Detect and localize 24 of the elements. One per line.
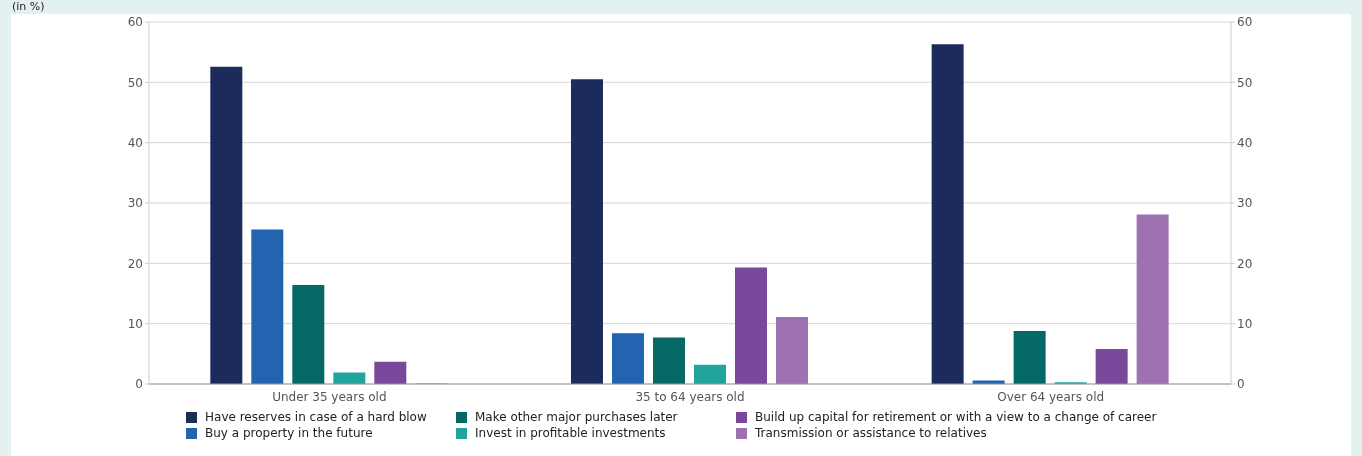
- x-tick-label: 35 to 64 years old: [635, 389, 745, 404]
- text: (in %): [12, 0, 45, 13]
- legend-label: Build up capital for retirement or with a view to a change of career: [755, 410, 1157, 424]
- legend-label: Transmission or assistance to relatives: [755, 426, 987, 440]
- legend-label: Invest in profitable investments: [475, 426, 666, 440]
- y2-tick-label: 30: [1237, 196, 1253, 211]
- y2-tick-label: 0: [1237, 377, 1245, 392]
- x-tick-label: Under 35 years old: [272, 389, 387, 404]
- y2-tick-label: 20: [1237, 256, 1253, 271]
- y-tick-label: 40: [127, 135, 143, 150]
- y-tick-label: 10: [127, 316, 143, 331]
- y-tick-label: 0: [135, 377, 143, 392]
- legend-label: Buy a property in the future: [205, 426, 373, 440]
- y2-tick-label: 10: [1237, 316, 1253, 331]
- y-tick-label: 60: [127, 15, 143, 30]
- y2-tick-label: 60: [1237, 15, 1253, 30]
- legend-label: Have reserves in case of a hard blow: [205, 410, 427, 424]
- y-tick-label: 20: [127, 256, 143, 271]
- y2-tick-label: 50: [1237, 75, 1253, 90]
- y2-tick-label: 40: [1237, 135, 1253, 150]
- x-tick-label: Over 64 years old: [997, 389, 1105, 404]
- legend-label: Make other major purchases later: [475, 410, 678, 424]
- y-tick-label: 50: [127, 75, 143, 90]
- y-tick-label: 30: [127, 196, 143, 211]
